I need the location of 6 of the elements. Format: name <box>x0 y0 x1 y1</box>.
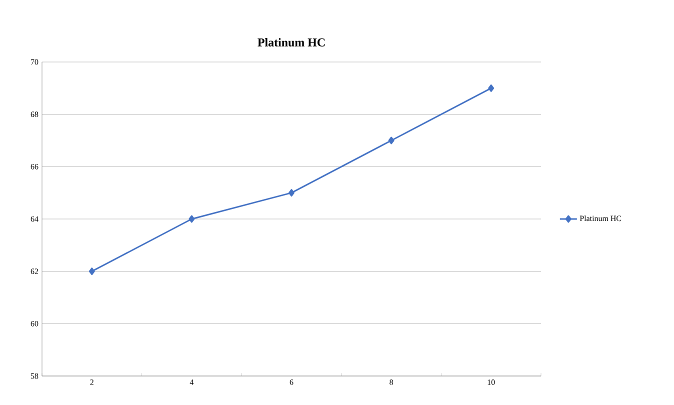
point <box>488 84 494 92</box>
point <box>288 189 294 197</box>
point <box>188 215 195 223</box>
chart-title: Platinum HC <box>258 38 325 46</box>
point <box>88 268 95 276</box>
point <box>388 136 394 144</box>
